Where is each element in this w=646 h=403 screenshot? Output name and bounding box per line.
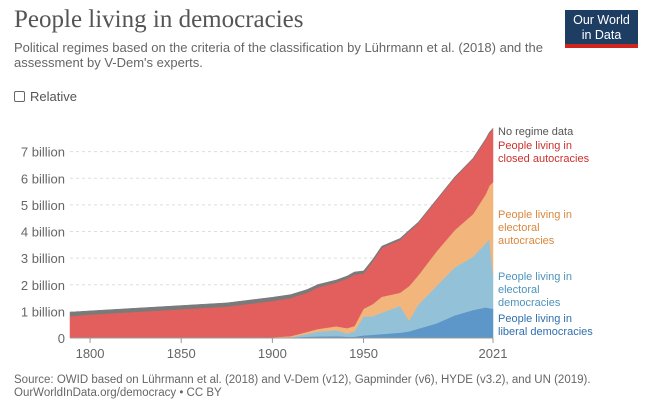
chart-source: Source: OWID based on Lührmann et al. (2… — [14, 374, 614, 400]
series-label-electoral-autocracy[interactable]: People living in electoral autocracies — [498, 209, 572, 247]
series-label-liberal-democracy[interactable]: People living in liberal democracies — [498, 313, 593, 338]
series-label-line: liberal democracies — [498, 326, 593, 338]
chart-title: People living in democracies — [14, 6, 304, 33]
series-label-line: electoral — [498, 222, 540, 234]
source-text: Source: OWID based on Lührmann et al. (2… — [14, 374, 591, 386]
relative-toggle[interactable]: Relative — [14, 89, 77, 104]
logo-line-1: Our World — [573, 13, 630, 27]
y-tick-label: 2 billion — [21, 278, 65, 293]
series-label-line: autocracies — [498, 235, 555, 247]
series-label-closed[interactable]: People living in closed autocracies — [498, 140, 590, 165]
series-label-line: democracies — [498, 297, 561, 309]
y-tick-label: 4 billion — [21, 225, 65, 240]
series-label-line: People living in — [498, 271, 572, 283]
series-label-line: No regime data — [498, 126, 574, 138]
series-label-no-regime[interactable]: No regime data — [498, 126, 574, 138]
y-tick-label: 1 billion — [21, 304, 65, 319]
y-tick-label: 7 billion — [21, 145, 65, 160]
series-label-line: closed autocracies — [498, 153, 590, 165]
relative-checkbox[interactable] — [14, 91, 25, 102]
stacked-area-chart: 0 1 billion 2 billion 3 billion 4 billion 5 b… — [21, 126, 593, 361]
y-tick-label: 5 billion — [21, 198, 65, 213]
x-tick-label: 1800 — [76, 346, 105, 361]
series-label-line: electoral — [498, 284, 540, 296]
series-label-line: People living in — [498, 313, 572, 325]
relative-label: Relative — [30, 89, 77, 104]
x-tick-label: 1900 — [258, 346, 287, 361]
owid-logo[interactable]: Our World in Data — [565, 10, 638, 48]
x-tick-label: 1850 — [167, 346, 196, 361]
x-tick-label: 2021 — [479, 346, 508, 361]
x-tick-label: 1950 — [349, 346, 378, 361]
series-label-electoral-democracy[interactable]: People living in electoral democracies — [498, 271, 572, 309]
series-label-line: People living in — [498, 209, 572, 221]
chart-subtitle: Political regimes based on the criteria … — [14, 40, 543, 70]
y-tick-label: 6 billion — [21, 171, 65, 186]
logo-line-2: in Data — [581, 28, 622, 42]
y-tick-label: 3 billion — [21, 251, 65, 266]
y-tick-label: 0 — [58, 331, 65, 346]
area-no-regime[interactable] — [69, 127, 494, 317]
source-link[interactable]: OurWorldInData.org/democracy • CC BY — [14, 387, 222, 399]
series-label-line: People living in — [498, 140, 572, 152]
